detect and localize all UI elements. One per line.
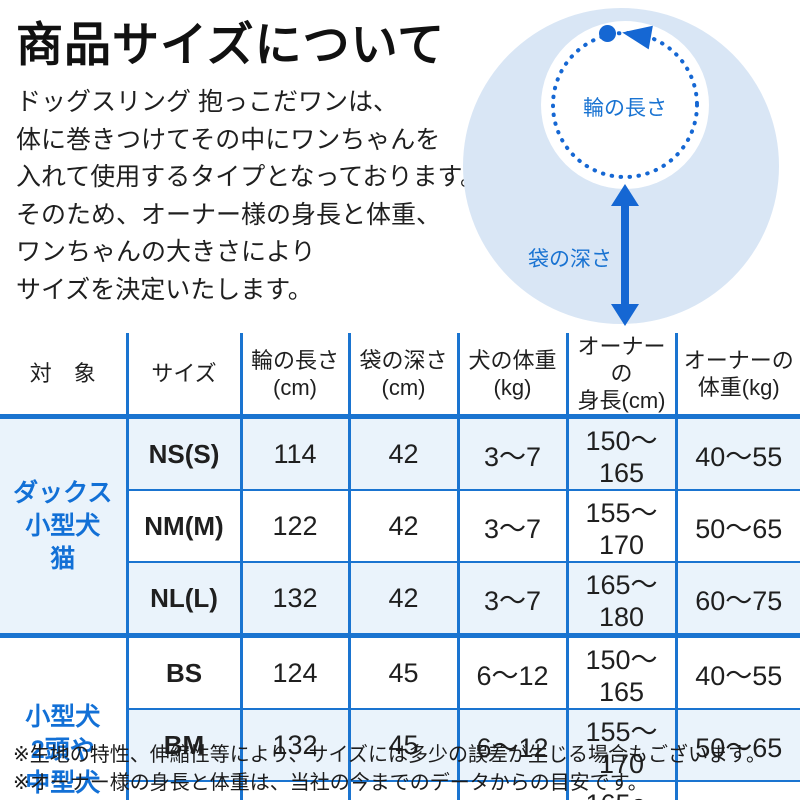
col-header-owner-weight: オーナーの 体重(kg) [676, 333, 800, 419]
cell-bag-depth: 45 [349, 708, 460, 781]
table-row: ダックス 小型犬 猫 NS(S) 114 42 3〜7 150〜165 40〜5… [0, 416, 800, 636]
cell-ring-length: 132 [241, 561, 351, 636]
intro-line: ワンちゃんの大きさにより [16, 238, 316, 266]
table-row: 小型犬 2頭や 中型犬 猫 BS 124 45 6〜12 150〜165 40〜… [0, 633, 800, 800]
cell-owner-weight: 40〜55 [676, 416, 800, 490]
size-table-header: 対 象 サイズ 輪の長さ (cm) 袋の深さ (cm) 犬の体重 (kg) オーナーの… [0, 333, 800, 419]
intro-paragraph: ドッグスリング 抱っこだワンは、 体に巻きつけてその中にワンちゃんを 入れて使用… [16, 84, 485, 309]
table-row: NL(L) 132 42 3〜7 165〜180 60〜75 [0, 561, 800, 636]
cell-ring-length: 142 [241, 780, 351, 800]
cell-dog-weight: 3〜7 [458, 561, 569, 636]
ring-direction-arrow-icon [620, 20, 653, 50]
table-row: BL 142 45 6〜12 165〜180 60〜75 [0, 780, 800, 800]
cell-size: BS [127, 633, 243, 709]
cell-bag-depth: 42 [349, 561, 460, 636]
cell-owner-weight: 40〜55 [676, 633, 800, 709]
col-header-dog-weight: 犬の体重 (kg) [458, 333, 569, 419]
cell-dog-weight: 3〜7 [458, 416, 569, 490]
bag-depth-arrow [621, 202, 629, 306]
group-label-dachshund-small-dogs-cats: ダックス 小型犬 猫 [0, 416, 129, 636]
page-title: 商品サイズについて [16, 18, 446, 71]
cell-size: NS(S) [127, 416, 243, 490]
group-dachshund-small-dogs: ダックス 小型犬 猫 NS(S) 114 42 3〜7 150〜165 40〜5… [0, 416, 800, 636]
cell-dog-weight: 3〜7 [458, 489, 569, 562]
cell-owner-weight: 60〜75 [676, 780, 800, 800]
cell-size: BL [127, 780, 243, 800]
col-header-size: サイズ [127, 333, 243, 419]
size-table: 対 象 サイズ 輪の長さ (cm) 袋の深さ (cm) 犬の体重 (kg) オーナーの… [0, 333, 800, 800]
intro-line: ドッグスリング 抱っこだワンは、 [16, 88, 398, 116]
col-header-owner-height: オーナーの 身長(cm) [567, 333, 678, 419]
group-label-two-small-or-medium-dogs-cats: 小型犬 2頭や 中型犬 猫 [0, 633, 129, 800]
cell-size: NM(M) [127, 489, 243, 562]
intro-line: サイズを決定いたします。 [16, 275, 313, 304]
cell-ring-length: 132 [241, 708, 351, 781]
cell-size: NL(L) [127, 561, 243, 636]
arrow-up-icon [611, 184, 639, 206]
cell-ring-length: 124 [241, 633, 351, 709]
cell-bag-depth: 45 [349, 780, 460, 800]
table-row: BM 132 45 6〜12 155〜170 50〜65 [0, 708, 800, 781]
arrow-down-icon [611, 304, 639, 326]
table-row: NM(M) 122 42 3〜7 155〜170 50〜65 [0, 489, 800, 562]
col-header-bag-depth: 袋の深さ (cm) [349, 333, 460, 419]
cell-owner-height: 155〜170 [567, 489, 678, 562]
group-two-small-or-medium-dogs: 小型犬 2頭や 中型犬 猫 BS 124 45 6〜12 150〜165 40〜… [0, 633, 800, 800]
cell-owner-height: 165〜180 [567, 780, 678, 800]
ring-dotted-circle-icon [551, 31, 699, 179]
cell-bag-depth: 42 [349, 416, 460, 490]
cell-bag-depth: 45 [349, 633, 460, 709]
bag-depth-label: 袋の深さ [528, 248, 612, 271]
cell-owner-weight: 50〜65 [676, 708, 800, 781]
cell-ring-length: 122 [241, 489, 351, 562]
note-line: ※オーナー様の身長と体重は、当社の今までのデータからの目安です。 [13, 771, 648, 794]
cell-owner-height: 155〜170 [567, 708, 678, 781]
col-header-target: 対 象 [0, 333, 129, 419]
cell-owner-weight: 60〜75 [676, 561, 800, 636]
col-header-ring-length: 輪の長さ (cm) [241, 333, 351, 419]
cell-owner-weight: 50〜65 [676, 489, 800, 562]
cell-dog-weight: 6〜12 [458, 633, 569, 709]
footer-notes: ※生地の特性、伸縮性等により、サイズには多少の誤差が生じる場合もございます。 ※… [13, 742, 766, 797]
intro-line: 体に巻きつけてその中にワンちゃんを [16, 125, 441, 154]
note-line: ※生地の特性、伸縮性等により、サイズには多少の誤差が生じる場合もございます。 [13, 744, 766, 766]
cell-bag-depth: 42 [349, 489, 460, 562]
intro-line: そのため、オーナー様の身長と体重、 [16, 200, 442, 229]
ring-length-label: 輪の長さ [583, 97, 667, 120]
cell-owner-height: 150〜165 [567, 633, 678, 709]
cell-owner-height: 165〜180 [567, 561, 678, 636]
size-diagram: 輪の長さ 袋の深さ [0, 0, 800, 333]
cell-dog-weight: 6〜12 [458, 708, 569, 781]
cell-ring-length: 114 [241, 416, 351, 490]
ring-opening-circle [541, 21, 709, 189]
cell-size: BM [127, 708, 243, 781]
ring-marker-dot-icon [599, 25, 616, 42]
cell-owner-height: 150〜165 [567, 416, 678, 490]
cell-dog-weight: 6〜12 [458, 780, 569, 800]
intro-line: 入れて使用するタイプとなっております。 [16, 163, 486, 191]
